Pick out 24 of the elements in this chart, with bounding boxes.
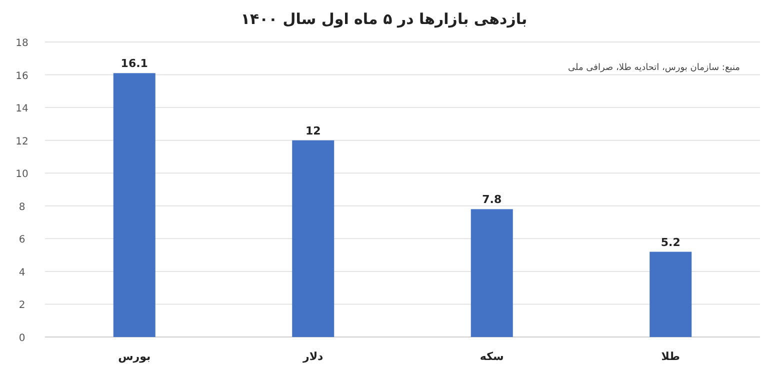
y-tick-label: 18: [16, 38, 28, 49]
y-tick-label: 12: [16, 136, 28, 148]
y-tick-label: 16: [16, 70, 28, 82]
y-tick-label: 8: [18, 202, 26, 213]
y-tick-label: 10: [16, 169, 28, 180]
bar: [650, 252, 692, 337]
y-tick-label: 14: [16, 104, 28, 115]
y-tick-label: 2: [18, 300, 26, 312]
x-tick-label: بورس: [118, 350, 151, 363]
bar: [113, 73, 156, 337]
bar: [470, 209, 513, 337]
bar: [292, 140, 334, 337]
y-tick-label: 4: [18, 267, 26, 278]
data-label: 7.8: [482, 193, 502, 206]
annotation: منبع: سازمان بورس، اتحادیه طلا، صرافی ملی: [568, 63, 740, 73]
x-tick-label: طلا: [661, 350, 680, 363]
y-tick-label: 0: [18, 333, 26, 344]
y-tick-label: 6: [18, 234, 26, 246]
x-tick-label: سکه: [480, 350, 504, 363]
x-tick-label: دلار: [302, 350, 324, 363]
chart-title: بازدهی بازارها در ۵ ماه اول سال ۱۴۰۰: [240, 10, 528, 28]
data-label: 5.2: [660, 236, 680, 249]
data-label: 16.1: [120, 57, 148, 70]
data-label: 12: [305, 124, 321, 138]
